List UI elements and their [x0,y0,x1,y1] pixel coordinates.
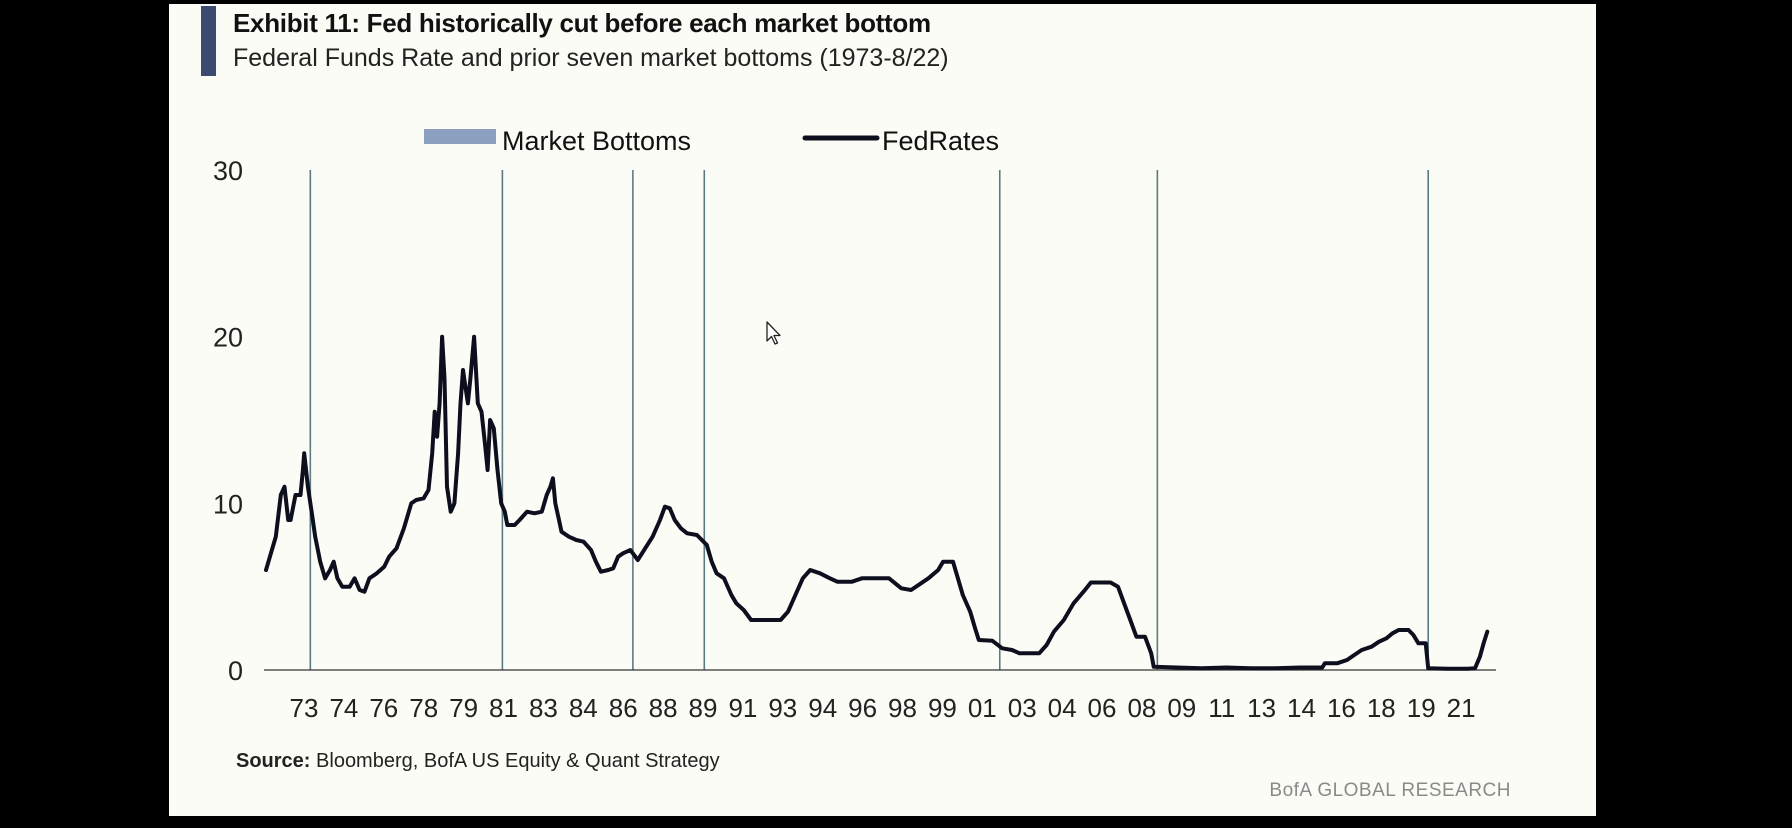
mouse-cursor-icon [766,321,781,345]
x-tick-label: 98 [888,693,917,723]
x-tick-label: 91 [728,693,757,723]
x-tick-label: 21 [1447,693,1476,723]
y-tick-label: 10 [213,489,243,519]
x-tick-label: 86 [609,693,638,723]
x-tick-label: 14 [1287,693,1316,723]
chart-subtitle: Federal Funds Rate and prior seven marke… [233,44,949,72]
x-axis: 73 74 76 78 79 81 83 84 86 88 89 91 93 94 96 98 99 01 03 04… [264,669,1496,723]
x-tick-label: 79 [449,693,478,723]
x-tick-label: 04 [1048,693,1077,723]
x-tick-label: 03 [1008,693,1037,723]
y-tick-label: 20 [213,323,243,353]
x-tick-label: 96 [848,693,877,723]
x-tick-label: 73 [290,693,319,723]
x-tick-label: 11 [1208,693,1235,723]
source-label: Source: [236,750,311,772]
x-tick-label: 93 [768,693,797,723]
fedrates-line [264,334,1490,671]
source-text: Bloomberg, BofA US Equity & Quant Strate… [316,750,720,772]
y-tick-label: 30 [213,156,243,186]
legend-fedrates-label: FedRates [882,126,999,156]
chart-legend: Market Bottoms FedRates [424,126,999,156]
title-accent-bar [201,6,216,76]
brand-watermark: BofA GLOBAL RESEARCH [1269,780,1511,801]
y-axis: 0 10 20 30 [213,156,243,686]
x-tick-label: 08 [1127,693,1156,723]
x-tick-label: 99 [928,693,957,723]
x-tick-label: 18 [1367,693,1396,723]
legend-market-bottoms-swatch [424,129,496,144]
legend-market-bottoms-label: Market Bottoms [502,126,691,156]
x-tick-label: 89 [689,693,718,723]
source-note: Source: Bloomberg, BofA US Equity & Quan… [236,750,720,773]
chart-title: Exhibit 11: Fed historically cut before … [233,8,931,38]
x-tick-label: 09 [1167,693,1196,723]
x-tick-label: 01 [968,693,997,723]
slide-panel: Exhibit 11: Fed historically cut before … [169,4,1596,816]
x-tick-label: 88 [649,693,678,723]
x-tick-label: 06 [1088,693,1117,723]
x-tick-label: 13 [1247,693,1276,723]
x-tick-label: 83 [529,693,558,723]
x-tick-label: 74 [329,693,358,723]
x-tick-label: 76 [369,693,398,723]
y-tick-label: 0 [228,656,243,686]
x-tick-label: 19 [1407,693,1436,723]
x-tick-label: 94 [808,693,837,723]
x-tick-label: 78 [409,693,438,723]
x-tick-label: 84 [569,693,598,723]
market-bottom-lines [309,170,1430,670]
x-tick-label: 81 [489,693,518,723]
x-tick-label: 16 [1327,693,1356,723]
fedrates-series [264,334,1490,671]
